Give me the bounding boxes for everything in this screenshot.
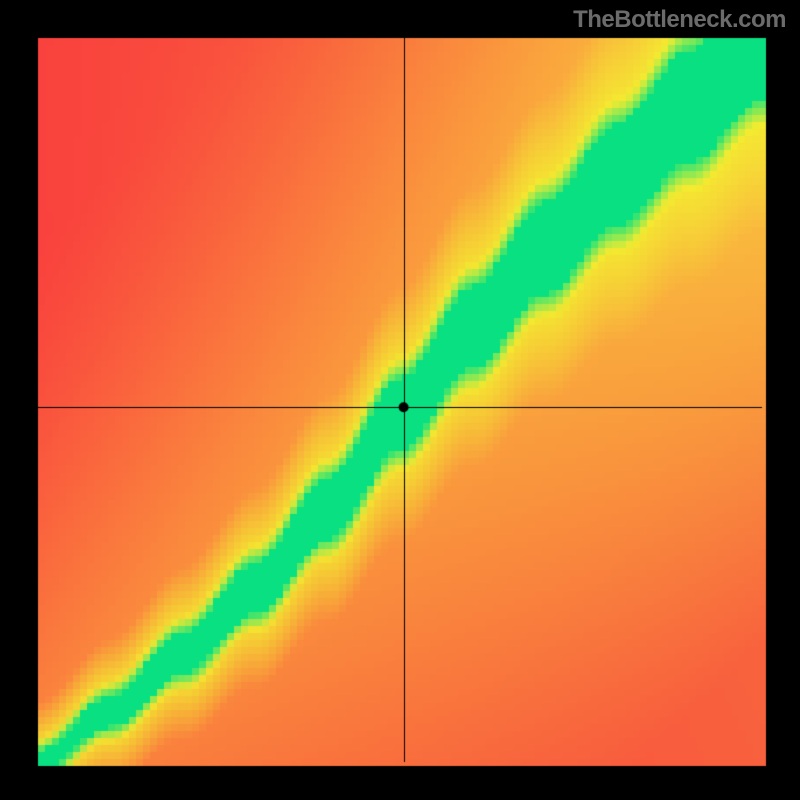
chart-container: TheBottleneck.com	[0, 0, 800, 800]
bottleneck-heatmap	[0, 0, 800, 800]
watermark-text: TheBottleneck.com	[573, 6, 786, 34]
